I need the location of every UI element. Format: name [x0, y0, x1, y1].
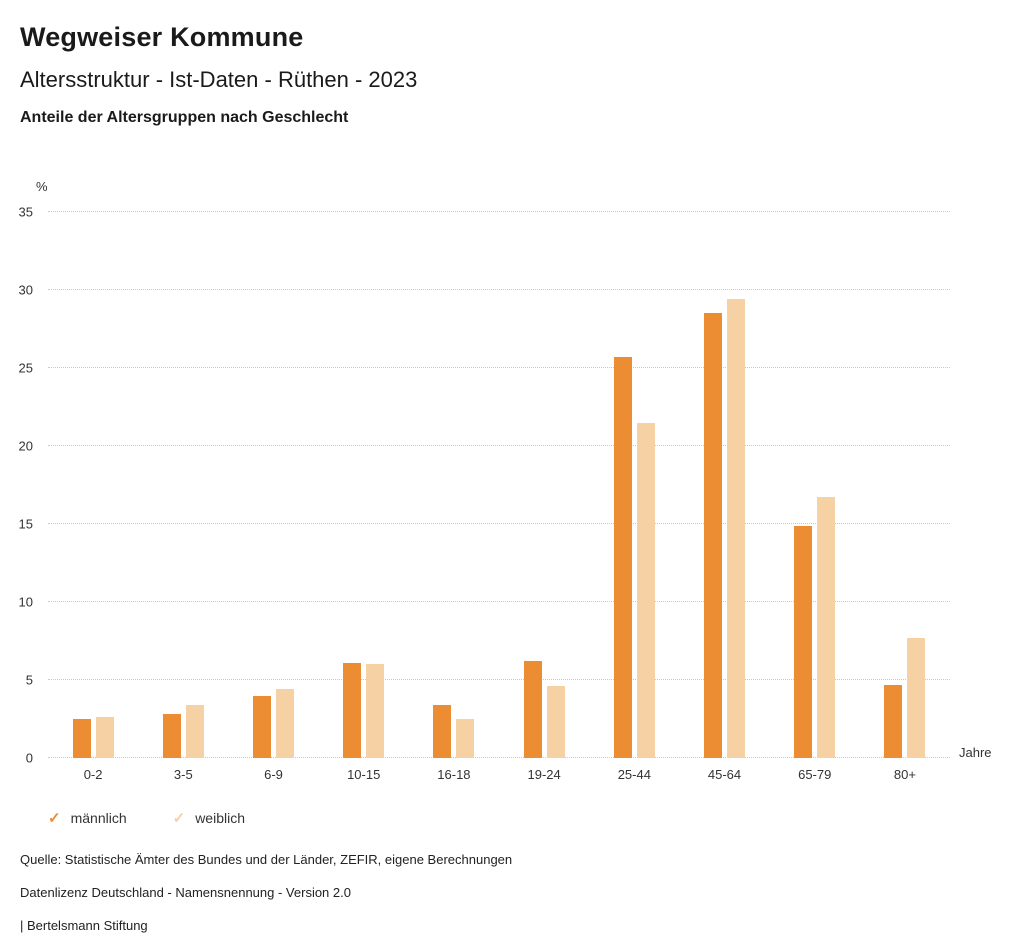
bar-weiblich-80+[interactable] [907, 637, 926, 758]
license-text: Datenlizenz Deutschland - Namensnennung … [20, 885, 351, 900]
bar-group-45-64 [679, 212, 769, 758]
bar-weiblich-0-2[interactable] [95, 717, 114, 758]
x-axis-unit-label: Jahre [959, 745, 992, 760]
y-tick-label-25: 25 [18, 360, 33, 376]
bar-männlich-10-15[interactable] [343, 662, 362, 758]
x-tick-label-3-5: 3-5 [173, 767, 193, 782]
x-tick-label-25-44: 25-44 [617, 767, 651, 782]
bar-group-3-5 [138, 212, 228, 758]
bar-weiblich-25-44[interactable] [636, 422, 655, 758]
bar-männlich-0-2[interactable] [72, 719, 91, 758]
bar-weiblich-65-79[interactable] [817, 497, 836, 758]
gridline-10 [48, 601, 950, 602]
bar-group-16-18 [409, 212, 499, 758]
bar-chart: % 0 5 10 15 20 25 30 35 0-2 3-5 6-9 10-15 16-18 19-2… [19, 179, 992, 782]
y-tick-label-20: 20 [18, 438, 33, 454]
legend: ✓ männlich ✓ weiblich [48, 810, 1004, 826]
x-tick-label-80+: 80+ [893, 767, 916, 782]
x-axis-labels: 0-2 3-5 6-9 10-15 16-18 19-24 25-44 45-64 65-79 8… [48, 758, 950, 782]
gridline-25 [48, 367, 950, 368]
bar-weiblich-3-5[interactable] [185, 704, 204, 758]
bar-männlich-6-9[interactable] [253, 695, 271, 758]
y-tick-label-30: 30 [18, 282, 33, 298]
page-title: Wegweiser Kommune [20, 22, 304, 52]
legend-item-männlich[interactable]: ✓ männlich [48, 810, 127, 826]
source-text: Quelle: Statistische Ämter des Bundes un… [20, 852, 513, 867]
x-tick-label-16-18: 16-18 [437, 767, 471, 782]
bar-group-10-15 [319, 212, 409, 758]
gridline-30 [48, 289, 950, 290]
bar-männlich-3-5[interactable] [162, 714, 181, 758]
bar-männlich-65-79[interactable] [794, 525, 813, 758]
bar-männlich-19-24[interactable] [523, 661, 542, 758]
gridline-5 [48, 679, 950, 680]
legend-item-weiblich[interactable]: ✓ weiblich [173, 810, 245, 826]
y-tick-label-0: 0 [25, 750, 33, 766]
bar-group-80+ [860, 212, 950, 758]
bar-group-0-2 [48, 212, 138, 758]
legend-label: weiblich [195, 810, 245, 826]
footer: Quelle: Statistische Ämter des Bundes un… [20, 852, 1004, 933]
x-tick-label-45-64: 45-64 [707, 767, 742, 782]
bar-group-19-24 [499, 212, 589, 758]
x-tick-label-0-2: 0-2 [83, 767, 103, 782]
y-tick-label-5: 5 [25, 672, 33, 688]
y-tick-label-35: 35 [18, 204, 33, 220]
gridline-0 [48, 757, 950, 758]
bar-männlich-25-44[interactable] [613, 357, 632, 758]
gridline-20 [48, 445, 950, 446]
bar-weiblich-16-18[interactable] [456, 719, 475, 758]
bar-weiblich-19-24[interactable] [546, 686, 565, 758]
bar-männlich-45-64[interactable] [704, 313, 723, 758]
y-tick-label-15: 15 [18, 516, 33, 532]
check-icon: ✓ [48, 809, 61, 827]
gridline-15 [48, 523, 950, 524]
check-icon: ✓ [172, 809, 186, 827]
x-tick-label-6-9: 6-9 [264, 767, 283, 782]
bar-weiblich-6-9[interactable] [276, 689, 294, 758]
gridline-35 [48, 211, 950, 212]
x-tick-label-19-24: 19-24 [527, 767, 561, 782]
y-tick-label-10: 10 [18, 594, 33, 610]
bar-group-65-79 [770, 212, 860, 758]
bar-männlich-80+[interactable] [884, 684, 903, 758]
x-tick-label-65-79: 65-79 [798, 767, 832, 782]
bar-männlich-16-18[interactable] [433, 704, 452, 758]
bar-weiblich-45-64[interactable] [727, 299, 746, 758]
plot-area: 0 5 10 15 20 25 30 35 [19, 206, 950, 765]
chart-heading: Anteile der Altersgruppen nach Geschlech… [20, 109, 349, 126]
attribution-text: | Bertelsmann Stiftung [20, 918, 148, 933]
bar-groups [48, 212, 950, 758]
bar-weiblich-10-15[interactable] [366, 664, 385, 758]
bar-group-25-44 [589, 212, 679, 758]
y-axis-unit-label: % [36, 179, 48, 194]
bar-group-6-9 [228, 212, 318, 758]
legend-label: männlich [70, 810, 127, 826]
x-tick-label-10-15: 10-15 [347, 767, 381, 782]
chart-subtitle: Altersstruktur - Ist-Daten - Rüthen - 20… [20, 67, 418, 92]
